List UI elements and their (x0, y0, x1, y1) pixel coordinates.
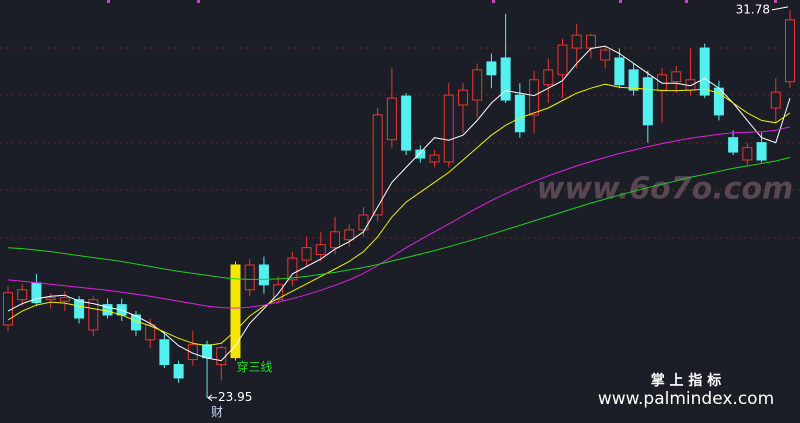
moving-average-line (7, 45, 791, 362)
candle-body (358, 214, 369, 231)
candle-body (472, 69, 483, 101)
candle-body (557, 44, 568, 76)
candle-body (671, 71, 682, 83)
candle-body (529, 79, 540, 116)
candle-body (216, 347, 227, 366)
candle-body (628, 69, 639, 91)
candle-body (443, 94, 454, 163)
candle-body (344, 229, 355, 241)
candle-body (401, 95, 412, 151)
low-arrow-head (207, 394, 213, 402)
candle-body (657, 74, 668, 91)
candle-body (500, 57, 511, 101)
candles (3, 9, 795, 398)
watermark: www.6o7o.com (537, 172, 794, 207)
candle-body (202, 344, 213, 359)
candle-body (486, 61, 497, 76)
candle-body (258, 264, 269, 286)
candle-body (429, 154, 440, 163)
candle-body (514, 94, 525, 133)
candle-body (756, 142, 767, 161)
candle-body (742, 147, 753, 161)
moving-average-line (7, 157, 791, 280)
candle-body (386, 97, 397, 141)
candle-body (145, 324, 156, 341)
marker (107, 0, 110, 3)
low-note: 财 (211, 405, 223, 419)
candle-body (74, 299, 85, 319)
marker (774, 0, 777, 3)
brand: 掌 上 指 标 (651, 372, 722, 389)
marker (685, 0, 688, 3)
candle-body (59, 297, 70, 302)
top-markers (107, 0, 777, 3)
candle-body (45, 297, 56, 301)
moving-average-line (7, 83, 791, 347)
brand-url: www.palmindex.com (598, 389, 774, 409)
candle-body (785, 19, 795, 83)
candle-body (330, 231, 341, 249)
candle-body (699, 47, 710, 96)
candle-body (457, 89, 468, 106)
candle-body (585, 34, 596, 49)
high-arrow (771, 6, 789, 11)
candle-body (642, 77, 653, 126)
candle-body (159, 339, 170, 366)
candle-body (571, 34, 582, 49)
marker (492, 0, 495, 3)
candle-body (770, 91, 781, 109)
candle-body (287, 257, 298, 281)
candle-body (187, 344, 198, 361)
candle-body (301, 247, 312, 261)
candle-body (372, 114, 383, 216)
candle-body (728, 137, 739, 153)
candle-body (17, 289, 28, 301)
candle-body (3, 292, 13, 326)
marker (619, 0, 622, 3)
candle-body (543, 69, 554, 86)
high-label: 31.78 (736, 2, 770, 16)
candle-body (315, 244, 326, 256)
candle-body (173, 364, 184, 379)
candle-body (244, 264, 255, 291)
candle-body (230, 264, 241, 359)
candle-body (600, 49, 611, 61)
candle-body (415, 149, 426, 159)
moving-average-line (7, 126, 791, 309)
candle-body (88, 299, 99, 331)
low-label: 23.95 (218, 390, 252, 404)
marker (197, 0, 200, 3)
signal-label: 穿三线 (236, 359, 272, 374)
candle-body (273, 284, 284, 301)
candle-body (614, 57, 625, 86)
